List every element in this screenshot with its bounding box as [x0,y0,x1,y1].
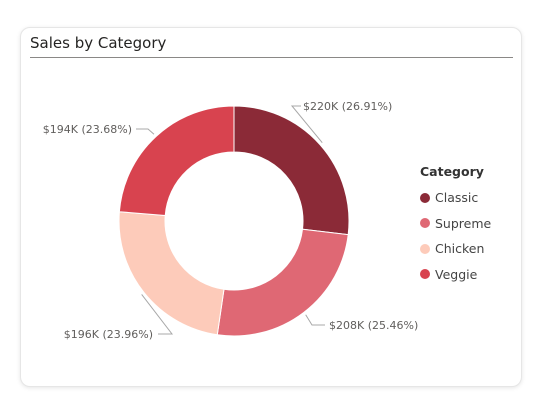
data-label-veggie: $194K (23.68%) [43,123,132,136]
legend-item-supreme[interactable]: Supreme [420,211,491,237]
data-label-classic: $220K (26.91%) [303,100,392,113]
data-label-supreme: $208K (25.46%) [329,319,418,332]
legend-label-chicken: Chicken [435,241,485,257]
legend-label-classic: Classic [435,190,479,206]
legend-title: Category [420,164,484,179]
slice-supreme[interactable] [216,228,349,337]
legend-swatch-supreme [420,218,430,229]
data-label-chicken: $196K (23.96%) [64,328,153,341]
title-divider [30,57,513,58]
leader-line-chicken [141,294,174,335]
legend-item-classic[interactable]: Classic [420,185,491,211]
leader-line-veggie [136,128,155,135]
slice-chicken[interactable] [118,211,225,336]
legend-item-chicken[interactable]: Chicken [420,236,491,262]
slice-veggie[interactable] [118,105,235,216]
slice-classic[interactable] [233,105,350,236]
chart-title: Sales by Category [30,34,167,52]
legend-swatch-chicken [420,243,430,254]
legend-items: Classic Supreme Chicken Veggie [420,185,491,287]
leader-line-supreme [305,314,325,326]
legend: Category Classic Supreme Chicken Veggie [420,164,491,287]
legend-swatch-veggie [420,269,430,280]
legend-label-supreme: Supreme [435,215,492,231]
legend-swatch-classic [420,192,430,203]
legend-label-veggie: Veggie [435,266,478,282]
leader-line-classic [290,105,323,143]
legend-item-veggie[interactable]: Veggie [420,262,491,288]
